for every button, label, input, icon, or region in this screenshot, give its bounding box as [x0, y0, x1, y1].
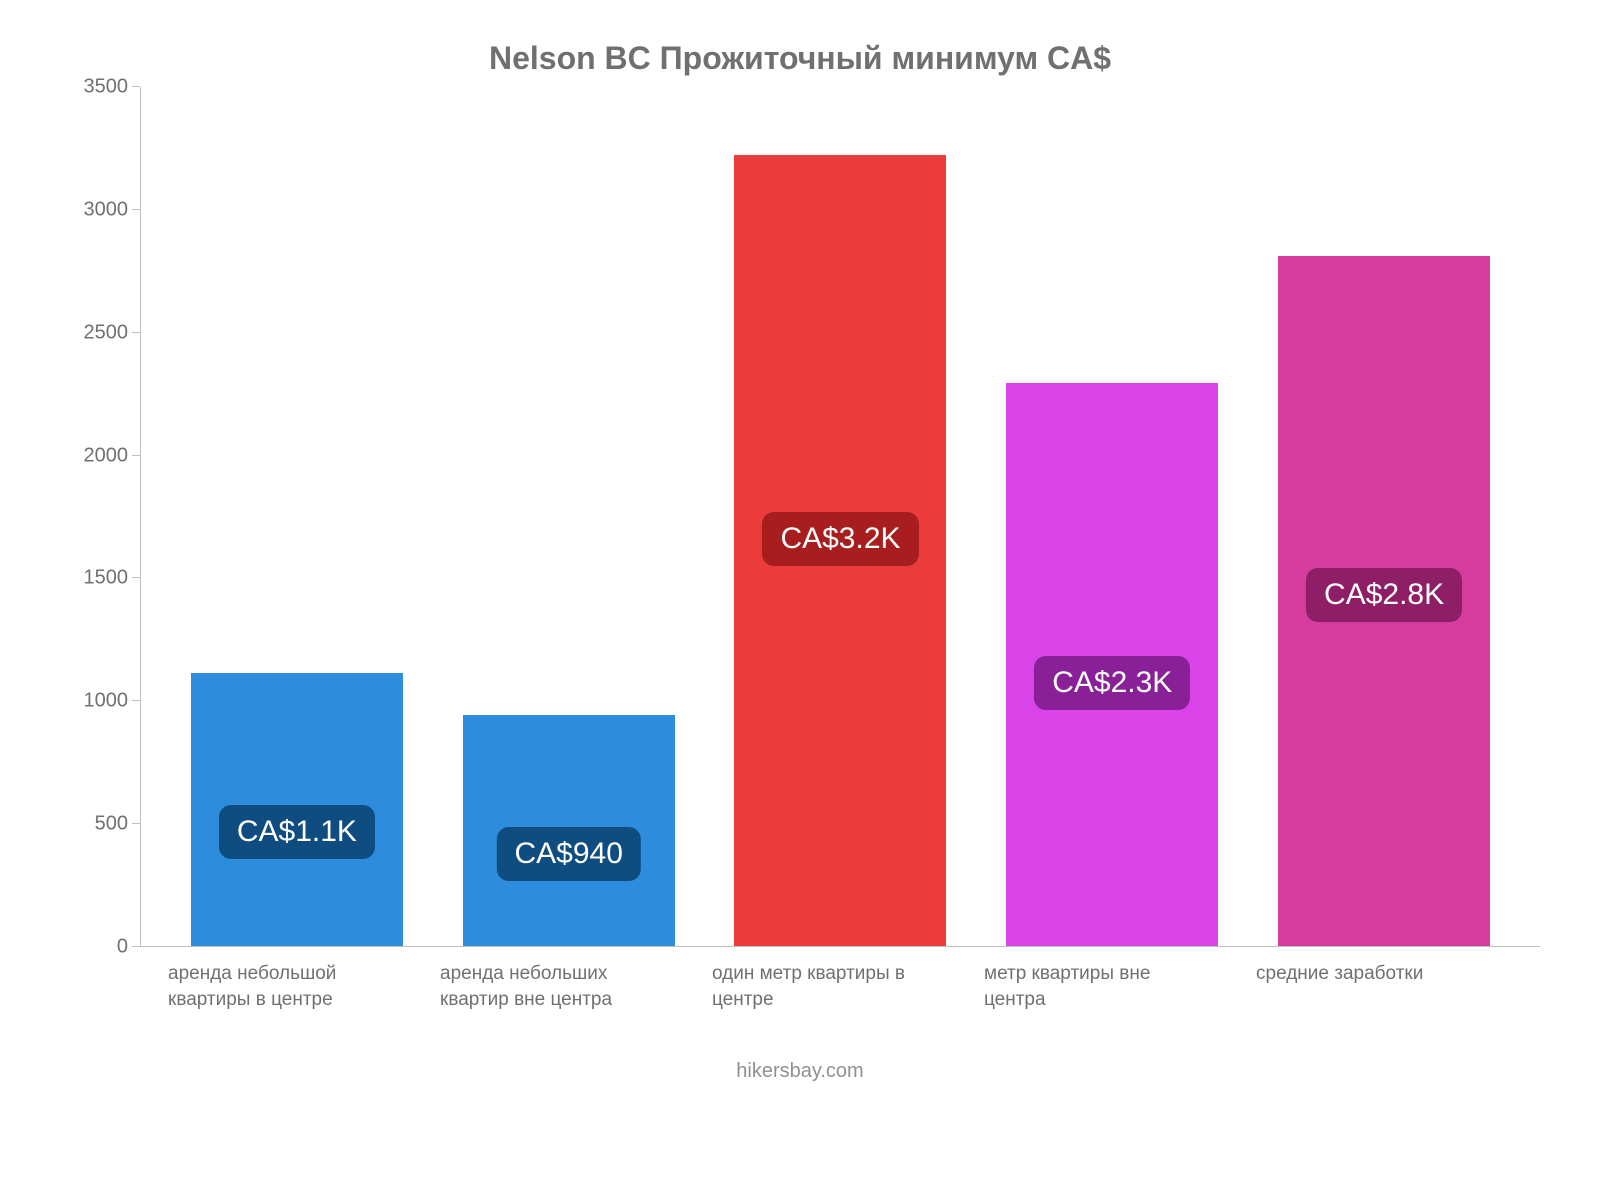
- y-tick-mark: [132, 577, 140, 578]
- chart-title: Nelson BC Прожиточный минимум CA$: [60, 40, 1540, 77]
- bar-value-label: CA$3.2K: [762, 512, 918, 566]
- y-tick-mark: [132, 700, 140, 701]
- chart-container: Nelson BC Прожиточный минимум CA$ 0 500 10…: [0, 0, 1600, 1200]
- y-tick-label: 1000: [58, 690, 128, 713]
- bar: CA$2.3K: [1006, 383, 1218, 946]
- bar: CA$2.8K: [1278, 256, 1490, 946]
- x-tick-label: средние заработки: [1256, 961, 1456, 987]
- bar-slot: CA$2.8K: [1248, 87, 1520, 946]
- x-axis: аренда небольшой квартиры в центре аренда…: [140, 947, 1540, 1012]
- y-tick-label: 3000: [58, 198, 128, 221]
- bar: CA$940: [463, 715, 675, 946]
- plot-row: 0500100015002000250030003500 CA$1.1KCA$9…: [60, 87, 1540, 947]
- x-tick-label: аренда небольших квартир вне центра: [440, 961, 640, 1012]
- y-tick-mark: [132, 86, 140, 87]
- y-tick-mark: [132, 946, 140, 947]
- x-tick-label: аренда небольшой квартиры в центре: [168, 961, 368, 1012]
- y-tick-mark: [132, 823, 140, 824]
- x-tick-label: один метр квартиры в центре: [712, 961, 912, 1012]
- x-tick-slot: аренда небольших квартир вне центра: [432, 961, 704, 1012]
- y-tick-mark: [132, 455, 140, 456]
- y-tick-label: 500: [58, 813, 128, 836]
- x-tick-slot: один метр квартиры в центре: [704, 961, 976, 1012]
- bar: CA$3.2K: [734, 155, 946, 946]
- y-tick-label: 3500: [58, 76, 128, 99]
- x-tick-slot: средние заработки: [1248, 961, 1520, 1012]
- footer-credit: hikersbay.com: [60, 1060, 1540, 1083]
- plot-area: CA$1.1K CA$940 CA$3.2K CA$2.3K CA$2.8K: [140, 87, 1540, 947]
- y-axis: 0500100015002000250030003500: [60, 87, 140, 947]
- y-tick-label: 2500: [58, 321, 128, 344]
- y-tick-mark: [132, 209, 140, 210]
- bar-value-label: CA$2.3K: [1034, 656, 1190, 710]
- bar-value-label: CA$2.8K: [1306, 568, 1462, 622]
- bar-slot: CA$1.1K: [161, 87, 433, 946]
- bar-slot: CA$940: [433, 87, 705, 946]
- x-tick-slot: метр квартиры вне центра: [976, 961, 1248, 1012]
- y-tick-label: 1500: [58, 567, 128, 590]
- bar: CA$1.1K: [191, 673, 403, 946]
- x-tick-slot: аренда небольшой квартиры в центре: [160, 961, 432, 1012]
- y-tick-label: 2000: [58, 444, 128, 467]
- bar-slot: CA$3.2K: [705, 87, 977, 946]
- x-tick-label: метр квартиры вне центра: [984, 961, 1184, 1012]
- bar-value-label: CA$1.1K: [219, 805, 375, 859]
- bar-slot: CA$2.3K: [976, 87, 1248, 946]
- bar-value-label: CA$940: [496, 827, 640, 881]
- y-tick-mark: [132, 332, 140, 333]
- bars-group: CA$1.1K CA$940 CA$3.2K CA$2.3K CA$2.8K: [141, 87, 1540, 946]
- y-tick-label: 0: [58, 936, 128, 959]
